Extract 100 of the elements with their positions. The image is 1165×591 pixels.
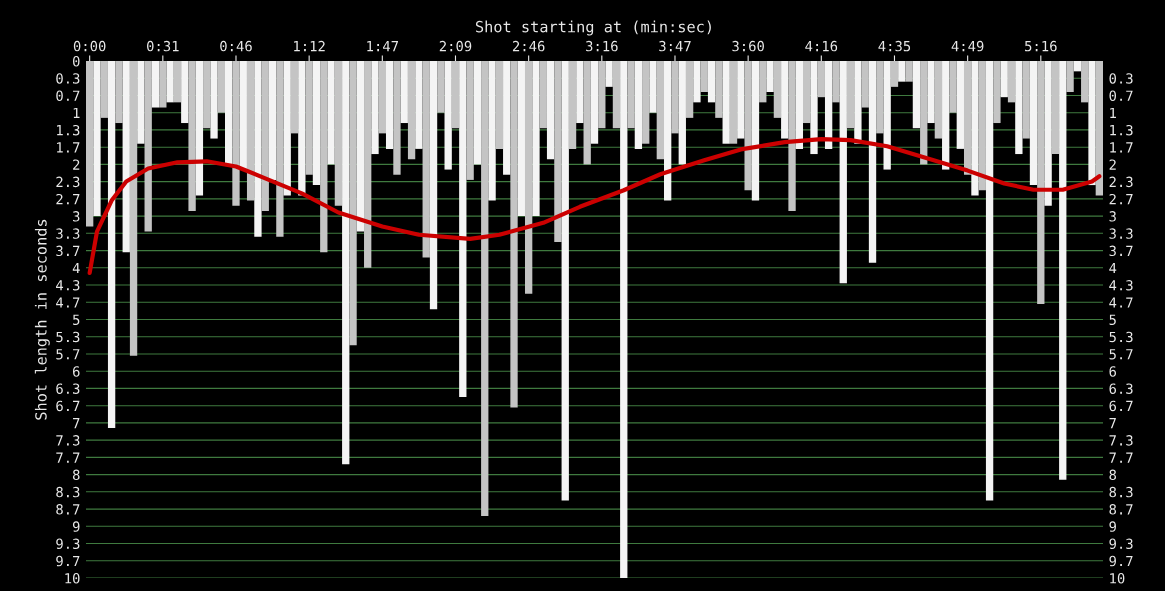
bar — [276, 61, 284, 237]
x-tick-label: 3:47 — [659, 40, 691, 52]
bar — [590, 61, 599, 144]
bar — [107, 61, 116, 429]
y2-tick-label: 1.7 — [1110, 142, 1133, 153]
bar — [137, 61, 145, 144]
bar — [993, 61, 1001, 124]
bar — [151, 61, 160, 108]
bar — [517, 61, 525, 217]
bar — [1015, 61, 1023, 155]
y-axis-title: Shot length in seconds — [34, 219, 50, 420]
bar — [620, 61, 628, 578]
bar — [246, 61, 255, 201]
y2-tick-label: 6.7 — [1109, 400, 1133, 412]
y2-tick-label: 5 — [1109, 314, 1116, 326]
bar — [751, 61, 760, 201]
x-tick-label: 5:16 — [1025, 40, 1057, 52]
y2-tick-label: 5.3 — [1109, 331, 1133, 343]
y-tick-label: 6 — [72, 366, 80, 377]
bar — [612, 61, 621, 129]
bar — [385, 61, 394, 149]
bar — [459, 61, 467, 398]
bar — [810, 61, 818, 155]
bar — [642, 61, 650, 144]
bar — [1073, 61, 1082, 72]
bar — [766, 61, 774, 93]
bar — [305, 61, 313, 175]
bar — [320, 61, 328, 253]
y-tick-label: 5 — [73, 314, 80, 326]
bar — [846, 61, 855, 129]
bar — [868, 61, 877, 263]
bar — [203, 61, 211, 129]
bar — [890, 61, 899, 87]
bar — [415, 61, 423, 149]
bar — [188, 61, 196, 211]
bar — [159, 61, 167, 108]
bar — [693, 61, 701, 103]
y2-tick-label: 2.3 — [1109, 176, 1133, 188]
y-tick-label: 3 — [73, 211, 80, 222]
bar — [232, 61, 240, 206]
y-tick-label: 2 — [73, 159, 80, 170]
bar — [444, 61, 452, 170]
y2-tick-label: 9 — [1109, 521, 1116, 532]
bar — [715, 61, 723, 118]
bar — [1081, 61, 1089, 103]
bar — [956, 61, 964, 149]
bar — [1088, 61, 1096, 186]
y-tick-label: 1.3 — [57, 124, 80, 136]
bar — [546, 61, 555, 160]
bar — [583, 61, 591, 165]
y2-tick-label: 0.3 — [1109, 73, 1133, 84]
bar — [173, 61, 182, 103]
bar — [561, 61, 569, 501]
bar — [912, 61, 921, 129]
y-tick-label: 1.7 — [57, 142, 80, 153]
bar — [598, 61, 606, 129]
bar — [349, 61, 357, 346]
y2-tick-label: 4.7 — [1109, 297, 1133, 308]
y-tick-label: 5.3 — [56, 331, 80, 343]
bar — [407, 61, 416, 160]
bar — [1095, 61, 1103, 196]
bar — [283, 61, 291, 196]
bar — [737, 61, 745, 139]
bar — [327, 61, 335, 165]
bar — [524, 61, 533, 294]
y-tick-label: 6.3 — [56, 383, 80, 394]
bar — [927, 61, 935, 124]
y2-tick-label: 1.3 — [1110, 124, 1133, 136]
bar — [942, 61, 950, 170]
y2-tick-label: 2.7 — [1109, 193, 1133, 205]
line-series — [87, 136, 1102, 276]
bar — [217, 61, 226, 113]
y2-tick-label: 3.7 — [1109, 245, 1133, 257]
bar — [876, 61, 884, 134]
y-tick-label: 7.3 — [56, 435, 80, 446]
y-tick-label: 6.7 — [56, 400, 80, 412]
bar — [195, 61, 204, 196]
x-tick-label: 0:31 — [147, 40, 179, 52]
bar — [268, 61, 277, 180]
y-tick-label: 2.7 — [56, 193, 80, 205]
y2-tick-label: 6.3 — [1109, 383, 1133, 394]
bar — [400, 61, 408, 124]
bar — [473, 61, 482, 165]
y2-tick-label: 6 — [1109, 366, 1117, 377]
y2-tick-label: 9.3 — [1109, 538, 1133, 550]
x-tick-label: 0:00 — [73, 40, 106, 52]
bar — [832, 61, 840, 103]
y-tick-label: 0 — [72, 56, 80, 67]
bar — [503, 61, 511, 175]
bar — [225, 61, 233, 165]
x-tick-label: 1:12 — [294, 40, 325, 52]
x-tick-label: 2:46 — [512, 40, 545, 52]
bar — [985, 61, 994, 501]
y2-tick-label: 5.7 — [1109, 349, 1133, 360]
bar — [495, 61, 504, 149]
bar — [963, 61, 972, 175]
y-tick-label: 7.7 — [56, 452, 80, 463]
bar — [817, 61, 825, 98]
bar — [824, 61, 833, 149]
bar — [239, 61, 247, 170]
